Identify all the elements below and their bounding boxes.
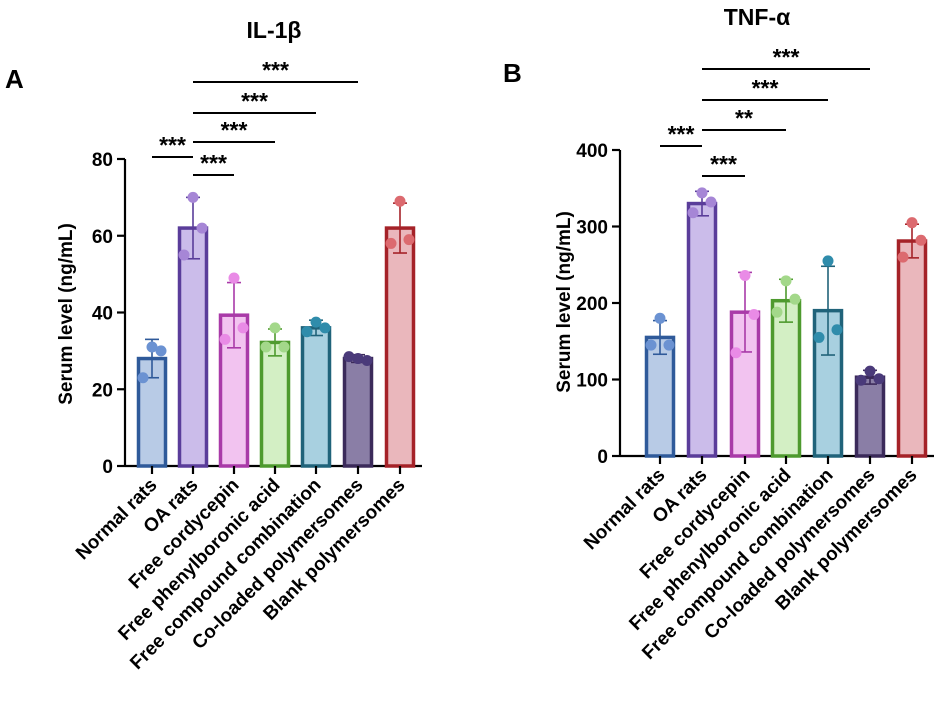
- panel-a-title: IL-1β: [247, 17, 302, 43]
- panel-b-data-point: [771, 306, 783, 318]
- panel-b-data-point: [822, 255, 834, 267]
- panel-b-data-point: [789, 293, 801, 305]
- panel-b-bar: [644, 335, 676, 458]
- panel-b-bar: [686, 201, 718, 458]
- panel-a-bar: [300, 326, 332, 468]
- panel-a-data-point: [343, 351, 355, 363]
- panel-b-title: TNF-α: [724, 4, 791, 30]
- panel-a-data-point: [260, 341, 272, 353]
- panel-a-bar: [384, 226, 416, 468]
- panel-a-significance-label: ***: [241, 88, 268, 114]
- panel-a-significance-label: ***: [262, 57, 289, 83]
- panel-b-y-tick-label: 0: [597, 447, 608, 468]
- panel-b-y-tick-label: 100: [576, 371, 608, 392]
- panel-b-data-point: [873, 373, 885, 385]
- panel-a-data-point: [178, 249, 190, 261]
- panel-a-significance-label: ***: [221, 117, 248, 143]
- panel-b-significance-label: ***: [710, 151, 737, 177]
- panel-b-data-point: [739, 269, 751, 281]
- panel-a-data-point: [403, 234, 415, 246]
- panel-b-data-point: [831, 324, 843, 336]
- panel-a-y-tick-label: 0: [102, 457, 113, 478]
- panel-a-y-tick-label: 20: [92, 380, 113, 401]
- panel-b-data-point: [780, 275, 792, 287]
- panel-b-data-point: [687, 207, 699, 219]
- panel-a-data-point: [196, 222, 208, 234]
- panel-b-bar: [770, 298, 802, 458]
- panel-a-y-tick-label: 80: [92, 150, 113, 171]
- panel-b-data-point: [897, 251, 909, 263]
- panel-a-y-axis-label: Serum level (ng/mL): [56, 223, 77, 405]
- panel-a-data-point: [278, 341, 290, 353]
- panel-b-data-point: [730, 347, 742, 359]
- panel-b-y-tick-label: 400: [576, 141, 608, 162]
- panel-a-data-point: [155, 345, 167, 357]
- panel-a-data-point: [352, 353, 364, 365]
- panel-b-y-tick-label: 200: [576, 294, 608, 315]
- panel-b-data-point: [813, 331, 825, 343]
- panel-a-letter: A: [5, 64, 24, 94]
- panel-b-data-point: [705, 196, 717, 208]
- panel-a-data-point: [237, 322, 249, 334]
- panel-b-data-point: [696, 187, 708, 199]
- panel-a-data-point: [228, 272, 240, 284]
- panel-b-data-point: [915, 234, 927, 246]
- panel-b-data-point: [663, 339, 675, 351]
- panel-a-data-point: [269, 322, 281, 334]
- panel-a-data-point: [137, 372, 149, 384]
- panel-a-significance-label: ***: [159, 132, 186, 158]
- panel-a: A IL-1β Serum level (ng/mL) 020406080Nor…: [5, 17, 422, 674]
- panel-a-data-point: [310, 316, 322, 328]
- panel-b-data-point: [906, 217, 918, 229]
- panel-a-data-point: [146, 341, 158, 353]
- panel-b-significance-label: ***: [773, 44, 800, 70]
- panel-b-data-point: [645, 339, 657, 351]
- panel-a-significance-label: ***: [200, 150, 227, 176]
- panel-a-y-tick-label: 40: [92, 304, 113, 325]
- panel-b-significance-label: **: [735, 105, 753, 131]
- panel-b-bar: [854, 375, 886, 458]
- panel-a-data-point: [301, 326, 313, 338]
- panel-b-significance-label: ***: [668, 121, 695, 147]
- panel-b-data-point: [855, 374, 867, 386]
- panel-a-bar: [342, 356, 374, 468]
- panel-a-data-point: [187, 191, 199, 203]
- panel-a-data-point: [219, 333, 231, 345]
- panel-a-y-tick-label: 60: [92, 227, 113, 248]
- panel-a-data-point: [319, 322, 331, 334]
- panel-b-y-axis-label: Serum level (ng/mL): [554, 211, 575, 393]
- panel-b-data-point: [654, 312, 666, 324]
- panel-b-data-point: [748, 308, 760, 320]
- panel-a-data-point: [394, 195, 406, 207]
- panel-b-data-point: [864, 365, 876, 377]
- panel-b-letter: B: [503, 58, 522, 88]
- panel-b-bar: [896, 239, 928, 458]
- panel-b-significance-label: ***: [752, 75, 779, 101]
- panel-a-bar: [259, 340, 291, 468]
- panel-a-bar: [177, 226, 209, 468]
- panel-b-y-tick-label: 300: [576, 218, 608, 239]
- panel-b: B TNF-α Serum level (ng/mL) 0 100 200 300 40…: [503, 4, 934, 664]
- panel-a-data-point: [361, 354, 373, 366]
- panel-a-data-point: [385, 237, 397, 249]
